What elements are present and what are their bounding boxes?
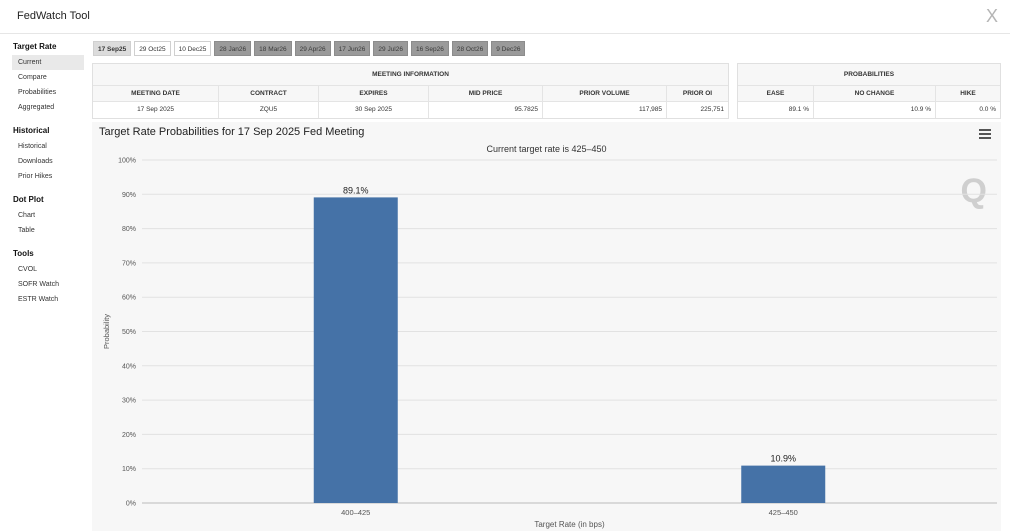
table-header-cell: PRIOR OI	[682, 90, 713, 97]
sidebar-group: Dot Plot Chart Table	[0, 191, 90, 238]
meeting-tabs: 17 Sep25 29 Oct25 10 Dec25 28 Jan26 18 Mar26…	[93, 41, 526, 56]
probabilities-table: PROBABILITIES EASE NO CHANGE HIKE 89.1 % 10…	[737, 63, 1001, 119]
sidebar-item-chart[interactable]: Chart	[18, 212, 36, 219]
table-cell: ZQU5	[219, 102, 319, 118]
table-header-cell: EXPIRES	[319, 86, 429, 101]
data-label: 89.1%	[343, 185, 369, 195]
tab-meeting[interactable]: 29 Apr26	[294, 41, 331, 56]
y-tick-label: 100%	[118, 158, 136, 165]
probabilities-row: 89.1 % 10.9 % 0.0 %	[738, 102, 1000, 118]
sidebar-heading: Target Rate	[13, 42, 57, 51]
x-tick-label: 425–450	[769, 508, 798, 517]
sidebar-item-aggregated[interactable]: Aggregated	[18, 104, 55, 111]
sidebar-heading: Tools	[13, 249, 34, 258]
table-cell: 0.0 %	[979, 106, 996, 113]
sidebar-item-sofr-watch[interactable]: SOFR Watch	[18, 281, 59, 288]
bar-425–450	[741, 465, 826, 503]
tab-meeting[interactable]: 17 Jun26	[333, 41, 371, 56]
sidebar-heading: Historical	[13, 126, 50, 135]
sidebar-item-prior-hikes[interactable]: Prior Hikes	[18, 173, 53, 180]
table-cell: 17 Sep 2025	[93, 102, 219, 118]
y-tick-label: 80%	[122, 226, 136, 233]
sidebar-heading: Dot Plot	[13, 195, 44, 204]
x-tick-label: 400–425	[341, 508, 370, 517]
tab-meeting[interactable]: 29 Oct25	[134, 41, 171, 56]
title-bar: FedWatch Tool X	[0, 0, 1010, 34]
y-tick-label: 70%	[122, 260, 136, 267]
chart-subtitle: Current target rate is 425–450	[486, 144, 607, 154]
meeting-information-header: MEETING DATE CONTRACT EXPIRES MID PRICE PRIO…	[93, 86, 728, 102]
y-tick-label: 0%	[126, 501, 136, 508]
probabilities-header: EASE NO CHANGE HIKE	[738, 86, 1000, 102]
close-icon[interactable]: X	[985, 6, 998, 26]
hamburger-menu-icon[interactable]	[979, 129, 991, 139]
watermark-logo: Q	[960, 172, 987, 210]
sidebar-item-historical[interactable]: Historical	[18, 143, 47, 150]
chart-title: Target Rate Probabilities for 17 Sep 202…	[99, 126, 365, 138]
sidebar-item-probabilities[interactable]: Probabilities	[18, 89, 57, 96]
sidebar-item-compare[interactable]: Compare	[18, 74, 47, 81]
sidebar-group: Target Rate Current Compare Probabilities Ag…	[0, 38, 90, 115]
sidebar-item-table[interactable]: Table	[18, 227, 35, 234]
y-axis-title: Probability	[102, 314, 111, 349]
sidebar-item-cvol[interactable]: CVOL	[18, 266, 38, 273]
table-header-cell: HIKE	[960, 90, 976, 97]
meeting-information-row: 17 Sep 2025 ZQU5 30 Sep 2025 95.7825 117,985…	[93, 102, 728, 118]
data-label: 10.9%	[770, 454, 796, 464]
y-tick-label: 40%	[122, 363, 136, 370]
sidebar-group: Tools CVOL SOFR Watch ESTR Watch	[0, 245, 90, 307]
y-tick-label: 30%	[122, 398, 136, 405]
table-header-cell: EASE	[738, 86, 814, 101]
table-cell: 117,985	[543, 102, 667, 118]
tab-meeting[interactable]: 17 Sep25	[93, 41, 132, 56]
tab-meeting[interactable]: 18 Mar26	[254, 41, 292, 56]
table-cell: 95.7825	[429, 102, 543, 118]
meeting-information-table: MEETING INFORMATION MEETING DATE CONTRACT…	[92, 63, 729, 119]
chart-panel: Target Rate Probabilities for 17 Sep 202…	[92, 122, 1001, 531]
tab-meeting[interactable]: 28 Oct26	[451, 41, 489, 56]
table-cell: 225,751	[700, 106, 725, 113]
sidebar-group: Historical Historical Downloads Prior Hikes	[0, 122, 90, 184]
y-tick-label: 10%	[122, 466, 136, 473]
tab-meeting[interactable]: 29 Jul26	[373, 41, 408, 56]
y-tick-label: 90%	[122, 192, 136, 199]
tab-meeting[interactable]: 9 Dec26	[491, 41, 526, 56]
tab-meeting[interactable]: 28 Jan26	[214, 41, 252, 56]
table-cell: 30 Sep 2025	[319, 102, 429, 118]
sidebar: Target Rate Current Compare Probabilities Ag…	[0, 38, 90, 314]
probabilities-title: PROBABILITIES	[738, 64, 1000, 86]
table-cell: 89.1 %	[738, 102, 814, 118]
table-header-cell: NO CHANGE	[814, 86, 936, 101]
sidebar-item-current[interactable]: Current	[12, 55, 84, 70]
bar-chart: 0% 10% 20% 30% 40% 50% 60% 70% 80% 90% 100% 89.1% 40…	[102, 158, 997, 529]
table-cell: 10.9 %	[814, 102, 936, 118]
table-header-cell: CONTRACT	[219, 86, 319, 101]
sidebar-item-downloads[interactable]: Downloads	[18, 158, 53, 165]
app-title: FedWatch Tool	[17, 10, 90, 22]
sidebar-item-estr-watch[interactable]: ESTR Watch	[18, 296, 59, 303]
x-axis-title: Target Rate (in bps)	[534, 520, 605, 529]
meeting-information-title: MEETING INFORMATION	[93, 64, 728, 86]
table-header-cell: MID PRICE	[429, 86, 543, 101]
bar-400–425	[313, 197, 398, 503]
tab-meeting[interactable]: 16 Sep26	[410, 41, 449, 56]
table-header-cell: PRIOR VOLUME	[543, 86, 667, 101]
y-tick-label: 50%	[122, 329, 136, 336]
table-header-cell: MEETING DATE	[93, 86, 219, 101]
y-tick-label: 60%	[122, 295, 136, 302]
y-tick-label: 20%	[122, 432, 136, 439]
tab-meeting[interactable]: 10 Dec25	[173, 41, 212, 56]
